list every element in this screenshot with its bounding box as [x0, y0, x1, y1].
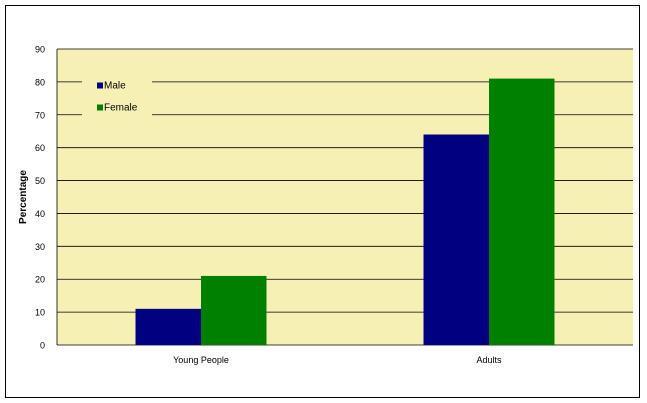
x-axis-ticks: Young People Adults: [173, 355, 502, 365]
y-tick-label: 30: [35, 242, 45, 252]
bar-male-0: [135, 308, 201, 345]
y-axis-ticks: 0 10 20 30 40 50 60 70 80 90: [35, 45, 45, 351]
y-tick-label: 70: [35, 110, 45, 120]
y-tick-label: 60: [35, 143, 45, 153]
x-tick-label: Young People: [173, 355, 229, 365]
bars: [135, 78, 555, 345]
legend-swatch-female: [97, 104, 103, 111]
y-tick-label: 90: [35, 45, 45, 55]
bar-female-1: [489, 78, 555, 345]
legend-label-male: Male: [104, 81, 126, 92]
y-axis-label: Percentage: [18, 170, 29, 224]
bar-female-0: [201, 275, 267, 345]
x-tick-label: Adults: [476, 355, 502, 365]
y-tick-label: 80: [35, 77, 45, 87]
legend-background: [82, 75, 152, 123]
legend-swatch-male: [97, 82, 103, 89]
legend-label-female: Female: [104, 103, 138, 114]
y-tick-label: 10: [35, 308, 45, 318]
legend: Male Female: [82, 75, 152, 123]
y-tick-label: 0: [40, 341, 45, 351]
y-tick-label: 20: [35, 275, 45, 285]
y-tick-label: 50: [35, 176, 45, 186]
y-tick-label: 40: [35, 209, 45, 219]
bar-male-1: [423, 134, 489, 345]
